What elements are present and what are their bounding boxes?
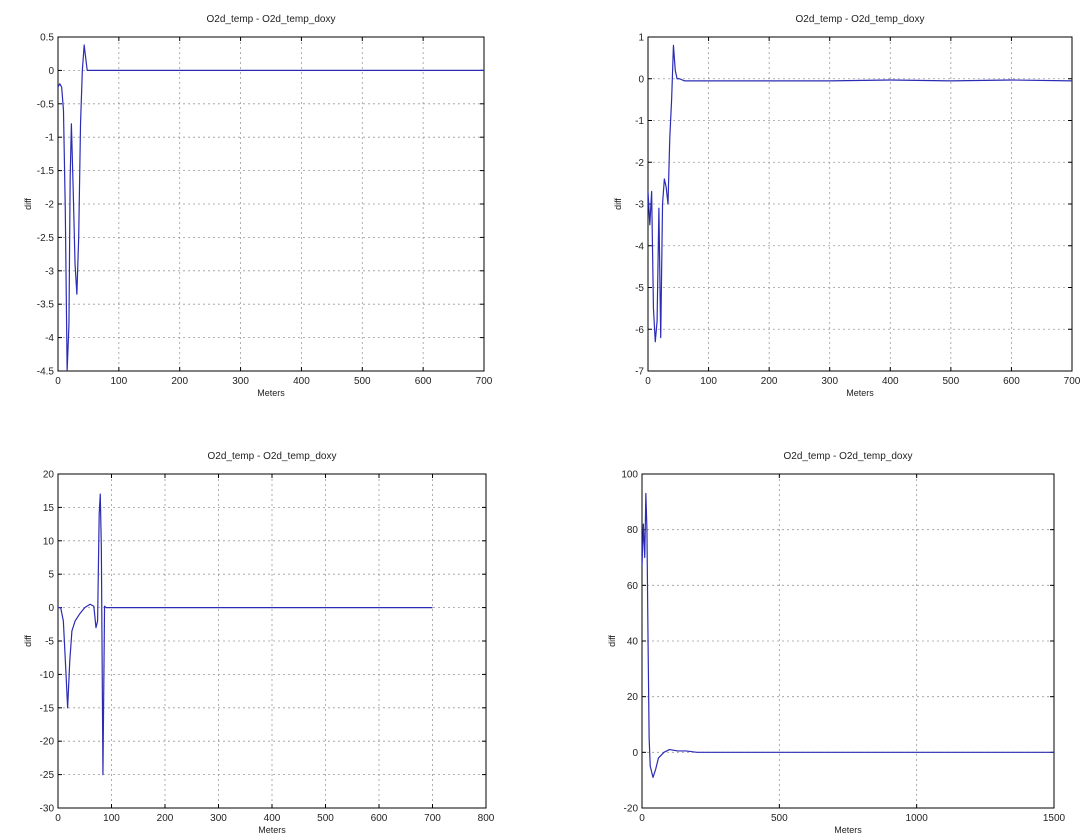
y-tick-label: 0.5	[40, 33, 54, 44]
x-tick-label: 500	[943, 376, 960, 387]
x-tick-label: 300	[821, 376, 838, 387]
chart-title: O2d_temp - O2d_temp_doxy	[784, 451, 913, 462]
y-tick-label: -2.5	[37, 233, 55, 244]
y-axis-label: diff	[23, 635, 33, 647]
x-tick-label: 500	[771, 813, 788, 824]
y-axis-label: diff	[23, 198, 33, 210]
x-tick-label: 500	[354, 376, 371, 387]
x-tick-label: 700	[476, 376, 493, 387]
y-tick-label: 5	[48, 570, 54, 581]
y-tick-label: 40	[627, 637, 639, 648]
x-tick-label: 800	[478, 813, 495, 824]
x-tick-label: 700	[1064, 376, 1081, 387]
plot-area	[57, 36, 485, 372]
y-tick-label: 0	[632, 748, 638, 759]
chart-title: O2d_temp - O2d_temp_doxy	[208, 451, 337, 462]
y-tick-label: 20	[627, 692, 639, 703]
y-tick-label: 80	[627, 525, 639, 536]
x-tick-label: 600	[371, 813, 388, 824]
y-tick-label: -2	[45, 200, 54, 211]
y-tick-label: -4	[45, 333, 54, 344]
x-tick-label: 300	[232, 376, 249, 387]
y-tick-label: -20	[40, 737, 55, 748]
y-tick-label: -4	[635, 241, 644, 252]
x-tick-label: 0	[55, 813, 61, 824]
y-tick-label: -30	[40, 804, 55, 815]
y-tick-label: -6	[635, 325, 644, 336]
x-tick-label: 700	[424, 813, 441, 824]
y-tick-label: 0	[48, 66, 54, 77]
y-axis-label: diff	[613, 198, 623, 210]
y-tick-label: -25	[40, 770, 55, 781]
x-tick-label: 0	[645, 376, 651, 387]
y-tick-label: -3.5	[37, 300, 55, 311]
y-tick-label: -1	[45, 133, 54, 144]
y-tick-label: 0	[48, 603, 54, 614]
x-axis-label: Meters	[258, 825, 286, 835]
series-line	[58, 44, 484, 371]
y-tick-label: -3	[45, 266, 54, 277]
x-tick-label: 200	[171, 376, 188, 387]
x-axis-label: Meters	[834, 825, 862, 835]
y-tick-label: -7	[635, 367, 644, 378]
series-line	[642, 492, 1054, 778]
series-line	[648, 44, 1072, 343]
chart-title: O2d_temp - O2d_temp_doxy	[207, 14, 336, 25]
y-tick-label: -5	[45, 637, 54, 648]
chart-3: 0 100 200 300 400 500 600 700 800 20 15 10 5 0 -5 -10 -1…	[23, 451, 495, 835]
y-tick-label: 20	[43, 470, 55, 481]
x-tick-label: 0	[639, 813, 645, 824]
y-tick-label: -1.5	[37, 166, 55, 177]
x-tick-label: 1000	[906, 813, 929, 824]
y-tick-label: -10	[40, 670, 55, 681]
y-tick-label: 60	[627, 581, 639, 592]
x-tick-label: 1500	[1043, 813, 1066, 824]
y-tick-label: -1	[635, 116, 644, 127]
x-axis-label: Meters	[257, 388, 285, 398]
x-axis-label: Meters	[846, 388, 874, 398]
x-tick-label: 400	[882, 376, 899, 387]
x-tick-label: 500	[317, 813, 334, 824]
y-tick-label: -4.5	[37, 367, 55, 378]
y-tick-label: -20	[624, 804, 639, 815]
x-tick-label: 600	[1003, 376, 1020, 387]
x-tick-label: 0	[55, 376, 61, 387]
y-tick-label: 0	[638, 74, 644, 85]
x-tick-label: 300	[210, 813, 227, 824]
x-tick-label: 100	[111, 376, 128, 387]
y-tick-label: 1	[638, 33, 644, 44]
chart-title: O2d_temp - O2d_temp_doxy	[796, 14, 925, 25]
x-tick-label: 200	[761, 376, 778, 387]
y-tick-label: -0.5	[37, 99, 55, 110]
y-tick-label: 10	[43, 536, 55, 547]
x-tick-label: 400	[293, 376, 310, 387]
y-tick-label: -15	[40, 703, 55, 714]
x-tick-label: 100	[700, 376, 717, 387]
y-tick-label: 15	[43, 503, 55, 514]
y-tick-label: -3	[635, 200, 644, 211]
series-line	[58, 493, 433, 776]
x-tick-label: 600	[415, 376, 432, 387]
x-tick-label: 200	[157, 813, 174, 824]
y-tick-label: 100	[621, 470, 638, 481]
chart-2: 0 100 200 300 400 500 600 700 1 0 -1 -2 -3 -4 -5 -6 -7 O2…	[613, 14, 1081, 398]
x-tick-label: 100	[103, 813, 120, 824]
y-tick-label: -5	[635, 283, 644, 294]
y-tick-label: -2	[635, 158, 644, 169]
y-axis-label: diff	[607, 635, 617, 647]
x-tick-label: 400	[264, 813, 281, 824]
chart-1: 0 100 200 300 400 500 600 700 0.5 0 -0.5 -1 -1.5 -2 -2…	[23, 14, 493, 398]
